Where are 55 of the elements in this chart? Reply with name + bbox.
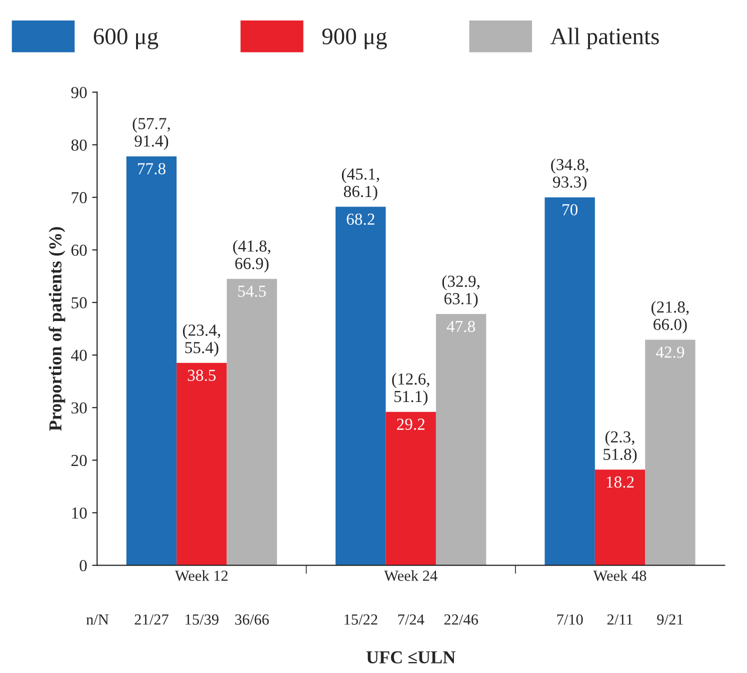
text: 2/11 (607, 614, 632, 625)
text: 15/39 (186, 614, 218, 625)
annotation: (45.1, 86.1) (342, 168, 380, 200)
y-tick-label: 40 (71, 350, 87, 361)
data-label: 42.9 (656, 346, 684, 358)
bar (436, 314, 486, 566)
legend-label: 900 μg (322, 28, 387, 50)
x-tick-label: Week 12 (174, 570, 228, 582)
bar (226, 278, 277, 566)
y-tick-label: 20 (71, 454, 87, 466)
y-tick-label: 60 (71, 244, 87, 256)
bar (126, 156, 177, 566)
text: 21/27 (134, 614, 168, 625)
annotation: (57.7, 91.4) (132, 117, 170, 150)
data-label: 70 (562, 204, 578, 216)
y-axis-title: Proportion of patients (%) (48, 227, 66, 431)
x-tick-label: Week 24 (384, 570, 438, 582)
y-tick-label: 0 (80, 560, 87, 572)
data-label: 29.2 (397, 418, 425, 430)
annotation: (21.8, 66.0) (652, 300, 689, 334)
y-tick-label: 10 (72, 507, 87, 519)
text: 7/24 (398, 614, 424, 625)
annotation: (41.8, 66.9) (233, 240, 270, 273)
text: 7/10 (557, 614, 583, 625)
x-tick-label: Week 48 (593, 570, 646, 582)
bar (544, 197, 595, 566)
annotation: (32.9, 63.1) (442, 275, 480, 308)
text: 15/22 (344, 614, 378, 625)
data-label: 38.5 (188, 370, 216, 382)
bar (645, 340, 696, 566)
data-label: 54.5 (238, 286, 266, 297)
text: n/N (86, 614, 109, 625)
data-label: 77.8 (138, 163, 166, 174)
text: 9/21 (657, 614, 683, 625)
bar (176, 362, 227, 566)
y-tick-label: 90 (71, 86, 87, 98)
bar (336, 206, 386, 566)
annotation: (34.8, 93.3) (551, 158, 588, 192)
y-tick-label: 70 (72, 192, 87, 204)
annotation: (2.3, 51.8) (604, 430, 637, 464)
y-tick-label: 50 (72, 297, 87, 308)
y-tick-label: 30 (72, 402, 87, 414)
text: 36/66 (235, 614, 269, 625)
data-label: 18.2 (606, 476, 634, 488)
bar (386, 412, 436, 566)
legend-label: All patients (550, 28, 659, 50)
x-axis-title: UFC ≤ULN (366, 651, 456, 664)
y-tick-label: 80 (71, 139, 87, 151)
data-label: 47.8 (446, 320, 475, 332)
text: 22/46 (444, 614, 478, 625)
annotation: (23.4, 55.4) (182, 324, 220, 357)
legend-label: 600 μg (94, 28, 158, 50)
annotation: (12.6, 51.1) (392, 372, 430, 406)
data-label: 68.2 (346, 214, 374, 225)
bar (594, 470, 646, 566)
